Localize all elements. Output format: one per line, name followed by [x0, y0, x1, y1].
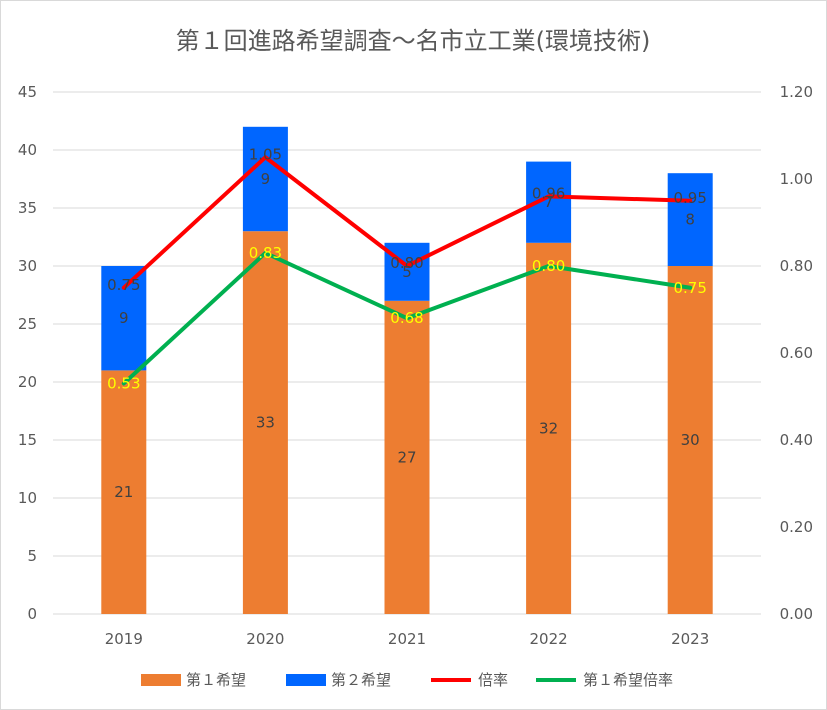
left-tick-label: 35 [18, 199, 37, 217]
left-tick-label: 40 [18, 141, 37, 159]
line-ratio [121, 155, 693, 290]
ratio-label: 0.95 [673, 189, 706, 207]
left-tick-label: 30 [18, 257, 37, 275]
bar-first-choice [526, 242, 572, 615]
first-choice-ratio-label: 0.53 [107, 374, 140, 392]
x-tick-label: 2021 [388, 630, 426, 648]
x-tick-label: 2023 [671, 630, 709, 648]
left-tick-label: 15 [18, 431, 37, 449]
first-choice-ratio-label: 0.80 [532, 257, 565, 275]
chart-title: 第１回進路希望調査～名市立工業(環境技術) [176, 27, 651, 55]
right-tick-label: 1.20 [780, 83, 813, 101]
legend-swatch-2 [286, 674, 326, 686]
bar-label-second-choice: 7 [544, 193, 554, 211]
left-tick-label: 5 [27, 547, 37, 565]
legend-label: 第１希望 [186, 671, 246, 689]
bar-label-second-choice: 9 [261, 170, 271, 188]
right-tick-label: 0.80 [780, 257, 813, 275]
legend-label: 第２希望 [331, 671, 391, 689]
right-tick-label: 0.00 [780, 605, 813, 623]
bar-label-first-choice: 33 [256, 414, 275, 432]
left-tick-label: 45 [18, 83, 37, 101]
legend-swatch-1 [141, 674, 181, 686]
right-tick-label: 1.00 [780, 170, 813, 188]
right-tick-label: 0.60 [780, 344, 813, 362]
bar-first-choice [384, 300, 430, 614]
ratio-label: 0.80 [390, 254, 423, 272]
right-tick-label: 0.20 [780, 518, 813, 536]
lines [121, 155, 693, 386]
bar-label-first-choice: 32 [539, 419, 558, 437]
x-tick-label: 2022 [530, 630, 568, 648]
bar-second-choice [667, 173, 713, 266]
first-choice-ratio-label: 0.83 [249, 244, 282, 262]
legend: 第１希望 第２希望 倍率 第１希望倍率 [141, 671, 673, 689]
bar-label-second-choice: 9 [119, 309, 129, 327]
legend-label: 第１希望倍率 [583, 671, 673, 689]
left-tick-label: 10 [18, 489, 37, 507]
first-choice-ratio-label: 0.75 [673, 279, 706, 297]
bar-first-choice [101, 370, 147, 614]
ratio-label: 1.05 [249, 145, 282, 163]
left-tick-label: 20 [18, 373, 37, 391]
right-axis: 0.00 0.20 0.40 0.60 0.80 1.00 1.20 [780, 83, 813, 623]
bar-second-choice [242, 126, 288, 232]
legend-label: 倍率 [478, 671, 508, 689]
line-first-choice-ratio [121, 250, 693, 386]
left-axis: 0 5 10 15 20 25 30 35 40 45 [18, 83, 37, 623]
bar-label-second-choice: 8 [685, 211, 695, 229]
ratio-label: 0.75 [107, 276, 140, 294]
bar-first-choice [242, 231, 288, 614]
left-tick-label: 25 [18, 315, 37, 333]
right-tick-label: 0.40 [780, 431, 813, 449]
x-tick-label: 2020 [246, 630, 284, 648]
bar-label-first-choice: 21 [114, 483, 133, 501]
ratio-label: 0.96 [532, 184, 565, 202]
data-labels: 21 9 33 9 27 5 32 7 30 8 0.75 1.05 0.80 0.96 0.95 0.53 0… [107, 145, 707, 501]
left-tick-label: 0 [27, 605, 37, 623]
x-axis: 2019 2020 2021 2022 2023 [105, 630, 710, 648]
first-choice-ratio-label: 0.68 [390, 309, 423, 327]
bars [101, 126, 713, 615]
bar-second-choice [101, 266, 147, 371]
bar-label-first-choice: 30 [681, 431, 700, 449]
bar-first-choice [667, 266, 713, 614]
bar-label-second-choice: 5 [402, 263, 412, 281]
x-tick-label: 2019 [105, 630, 143, 648]
bar-label-first-choice: 27 [397, 448, 416, 466]
